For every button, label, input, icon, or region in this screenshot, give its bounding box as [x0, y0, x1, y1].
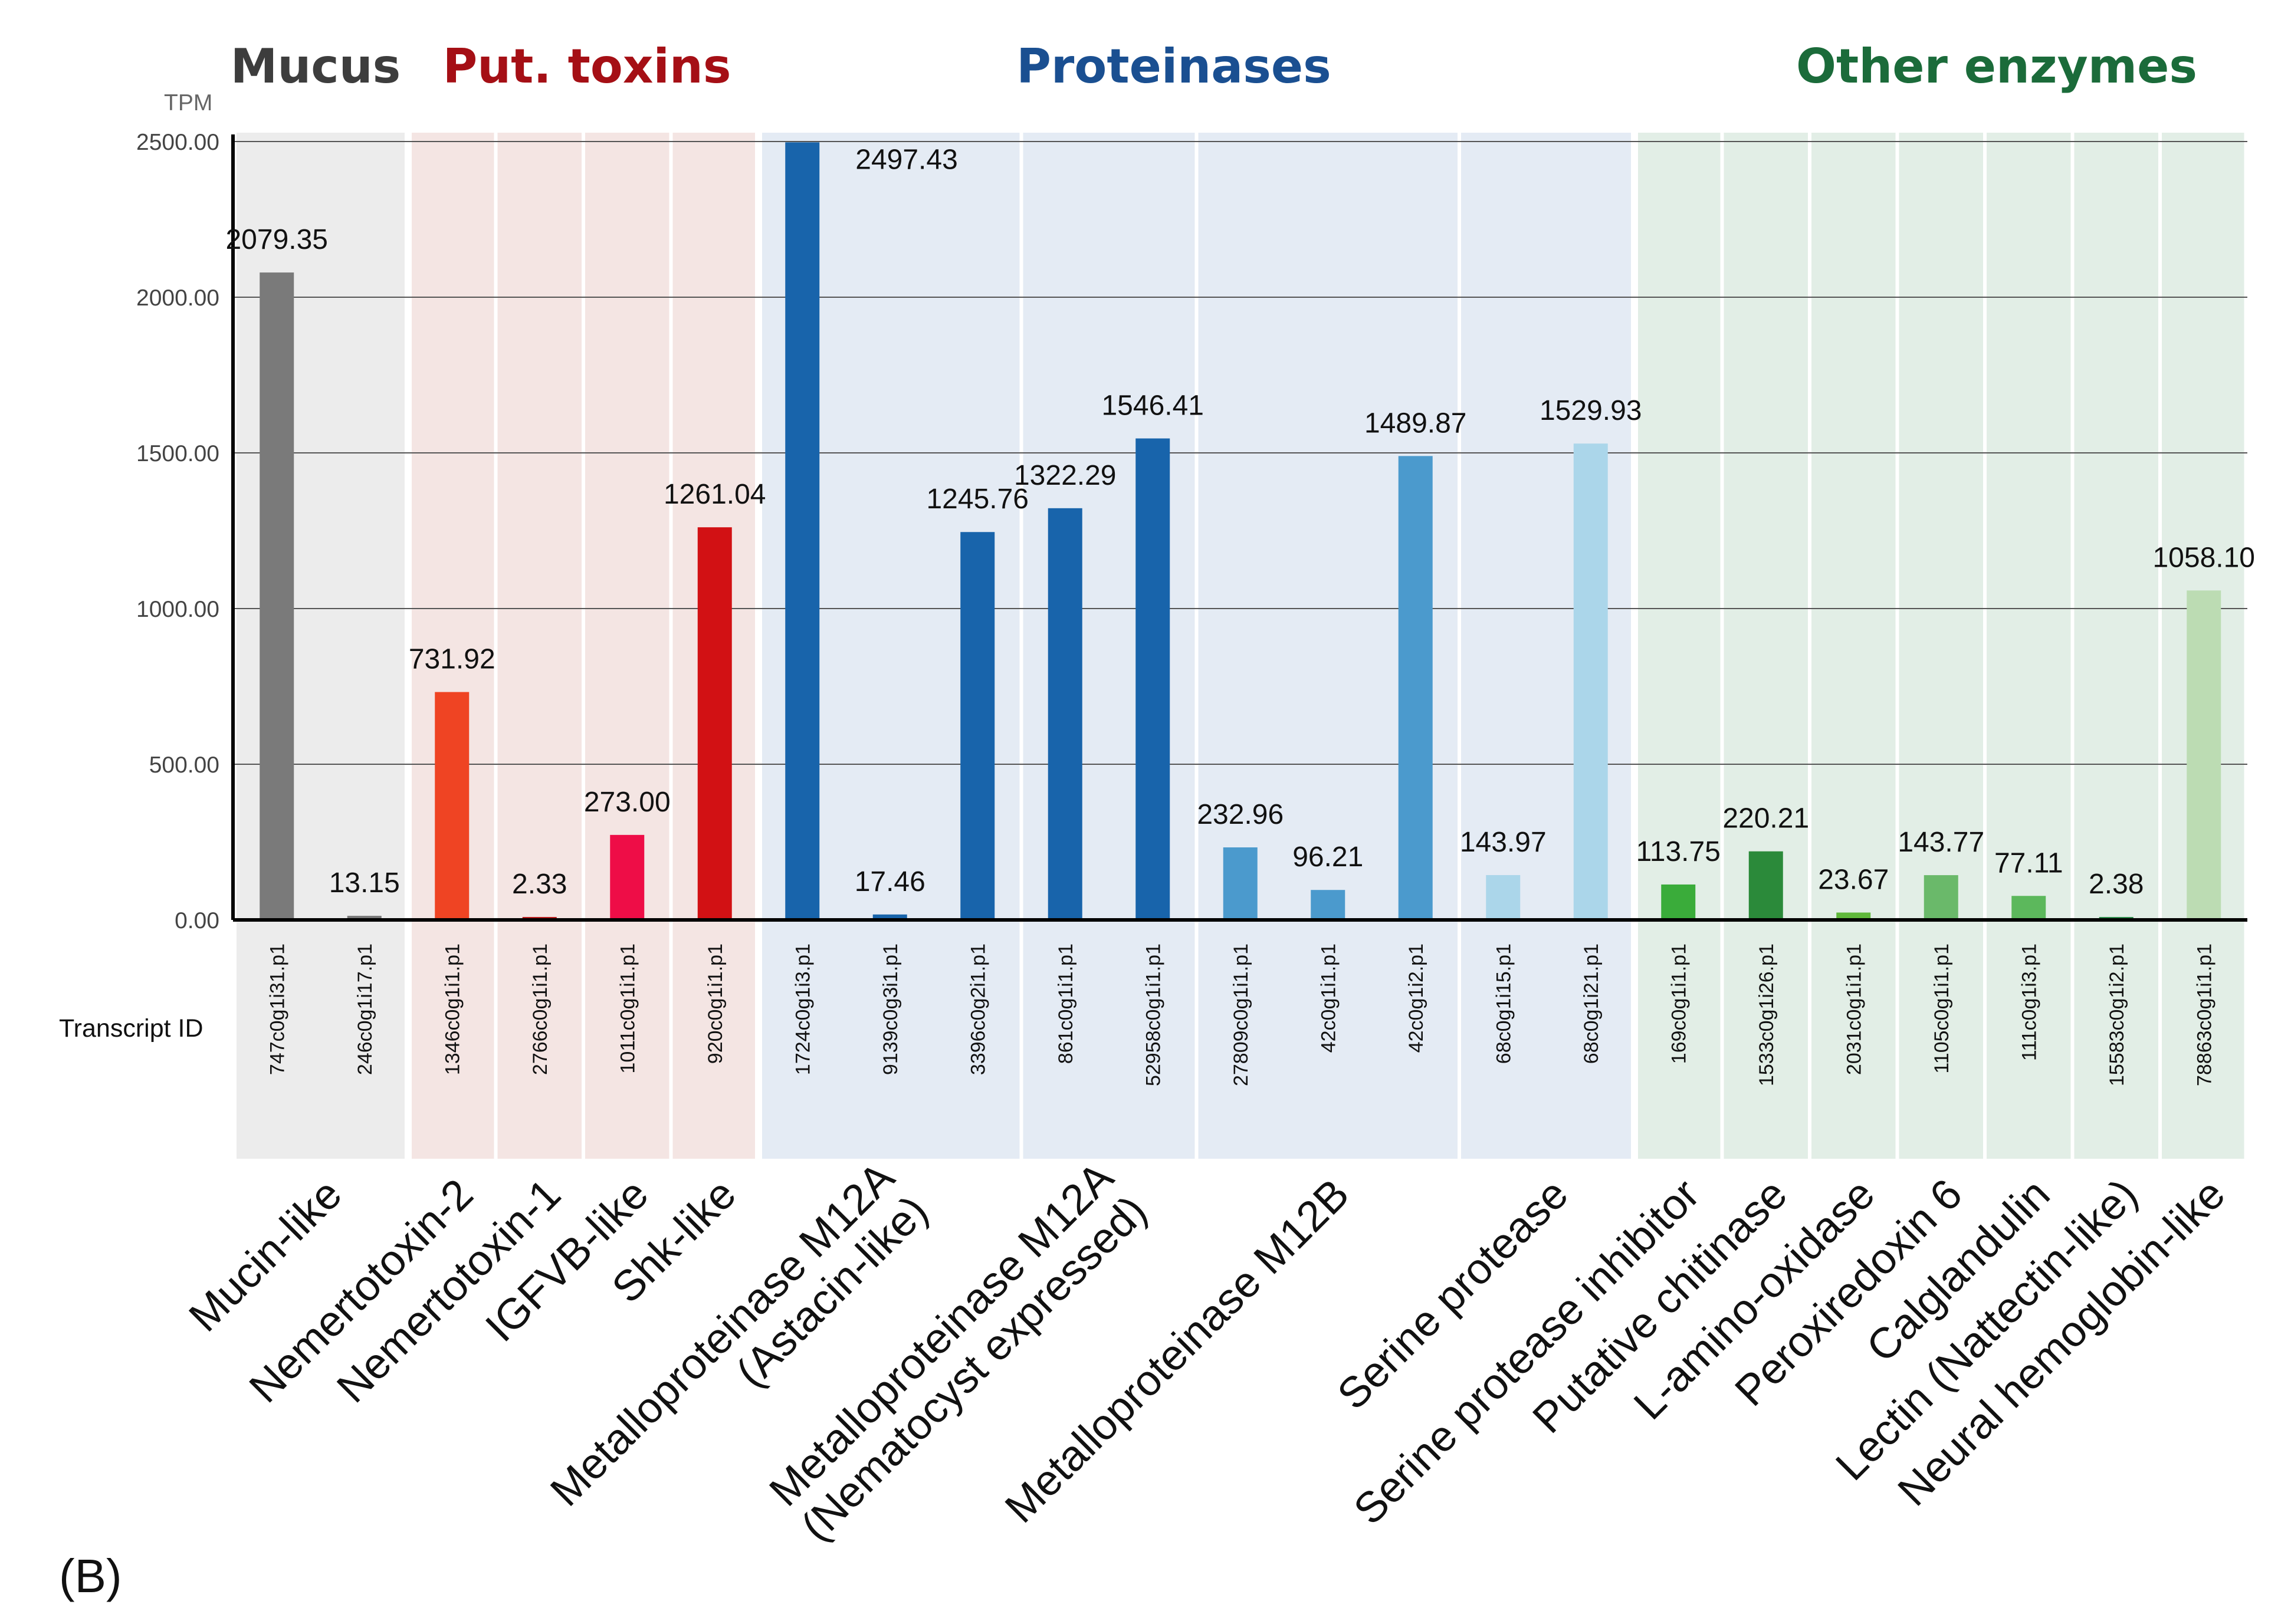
bar-value-label: 2079.35 — [225, 224, 328, 255]
transcript-id-label: 52958c0g1i1.p1 — [1142, 944, 1164, 1086]
bar — [1836, 912, 1871, 920]
bar — [1135, 438, 1170, 920]
y-tick-label: 2000.00 — [136, 285, 219, 311]
y-tick-label: 0.00 — [175, 908, 219, 933]
transcript-id-label: 1533c0g1i26.p1 — [1755, 944, 1778, 1086]
bar-value-label: 17.46 — [855, 866, 925, 898]
bar — [1573, 443, 1608, 920]
group-title: Put. toxins — [443, 39, 731, 94]
bar-value-label: 1489.87 — [1364, 407, 1467, 439]
bar — [785, 142, 820, 921]
bar — [1748, 851, 1783, 920]
bar — [1223, 847, 1258, 920]
bar-value-label: 143.97 — [1460, 827, 1547, 858]
y-tick-label: 2500.00 — [136, 130, 219, 155]
transcript-id-label: 1724c0g1i3.p1 — [792, 944, 814, 1075]
group-background-panel — [1638, 133, 2244, 1159]
bar-value-label: 77.11 — [1994, 847, 2063, 879]
transcript-id-label: 9139c0g3i1.p1 — [879, 944, 902, 1075]
transcript-id-label: 169c0g1i1.p1 — [1668, 944, 1690, 1064]
bar — [1048, 508, 1082, 920]
bar — [2187, 590, 2221, 920]
bar — [960, 532, 995, 920]
figure-panel-label: (B) — [59, 1550, 122, 1602]
bar-value-label: 1322.29 — [1014, 460, 1117, 491]
category-label: Serine protease — [1328, 1170, 1577, 1419]
bar — [610, 834, 645, 920]
transcript-id-label: 246c0g1i17.p1 — [354, 944, 376, 1075]
bar — [872, 914, 907, 920]
bar — [1924, 875, 1958, 920]
bar-value-label: 2.33 — [512, 869, 567, 900]
bar — [1398, 456, 1433, 920]
transcript-id-label: 2766c0g1i1.p1 — [529, 944, 552, 1075]
transcript-id-label: 1105c0g1i1.p1 — [1931, 944, 1953, 1074]
y-tick-label: 1500.00 — [136, 441, 219, 466]
bar-value-label: 23.67 — [1818, 864, 1889, 896]
bar — [435, 692, 470, 920]
transcript-id-label: 68c0g1i15.p1 — [1492, 944, 1515, 1064]
transcript-id-label: 111c0g1i3.p1 — [2018, 944, 2040, 1061]
bar-value-label: 273.00 — [584, 787, 671, 818]
transcript-id-label: 15583c0g1i2.p1 — [2106, 944, 2128, 1086]
bar-value-label: 2497.43 — [855, 144, 958, 175]
transcript-id-label: 747c0g1i31.p1 — [266, 944, 288, 1075]
bar-value-label: 731.92 — [409, 644, 495, 675]
transcript-id-label: 1346c0g1i1.p1 — [441, 944, 464, 1075]
bar-value-label: 1261.04 — [664, 479, 766, 510]
bar — [1311, 890, 1345, 920]
bar-value-label: 143.77 — [1898, 827, 1984, 858]
group-title: Proteinases — [1016, 39, 1331, 94]
y-tick-label: 500.00 — [149, 752, 219, 778]
bar — [697, 527, 732, 920]
bar-value-label: 1058.10 — [2152, 542, 2255, 573]
bar-value-label: 1546.41 — [1101, 390, 1204, 421]
transcript-id-label: 920c0g1i1.p1 — [704, 944, 727, 1064]
bar-value-label: 113.75 — [1636, 836, 1721, 867]
bar-value-label: 13.15 — [329, 867, 400, 899]
bar — [260, 272, 294, 920]
transcript-id-label: 68c0g1i21.p1 — [1580, 944, 1603, 1064]
bar-value-label: 1529.93 — [1540, 395, 1642, 426]
y-tick-label: 1000.00 — [136, 597, 219, 622]
bar — [1661, 884, 1696, 920]
x-axis-label: Transcript ID — [59, 1014, 204, 1043]
transcript-id-label: 42c0g1i2.p1 — [1405, 944, 1427, 1053]
bar-value-label: 232.96 — [1197, 799, 1284, 830]
transcript-id-label: 861c0g1i1.p1 — [1055, 944, 1077, 1064]
bar-value-label: 220.21 — [1722, 803, 1809, 834]
bar — [1486, 875, 1521, 920]
bar-value-label: 1245.76 — [926, 484, 1029, 515]
transcript-id-label: 1011c0g1i1.p1 — [616, 944, 639, 1074]
bar-value-label: 96.21 — [1292, 841, 1363, 873]
y-axis-unit-label: TPM — [164, 90, 212, 116]
transcript-id-label: 3396c0g2i1.p1 — [967, 944, 989, 1075]
group-title: Other enzymes — [1796, 39, 2197, 94]
bar — [2011, 896, 2046, 920]
transcript-id-label: 42c0g1i1.p1 — [1317, 944, 1340, 1053]
bar — [347, 916, 382, 920]
transcript-id-label: 27809c0g1i1.p1 — [1230, 944, 1252, 1086]
transcript-id-label: 78863c0g1i1.p1 — [2193, 944, 2215, 1086]
bar-value-label: 2.38 — [2089, 869, 2144, 900]
group-title: Mucus — [231, 39, 401, 94]
transcript-id-label: 2031c0g1i1.p1 — [1843, 944, 1865, 1075]
